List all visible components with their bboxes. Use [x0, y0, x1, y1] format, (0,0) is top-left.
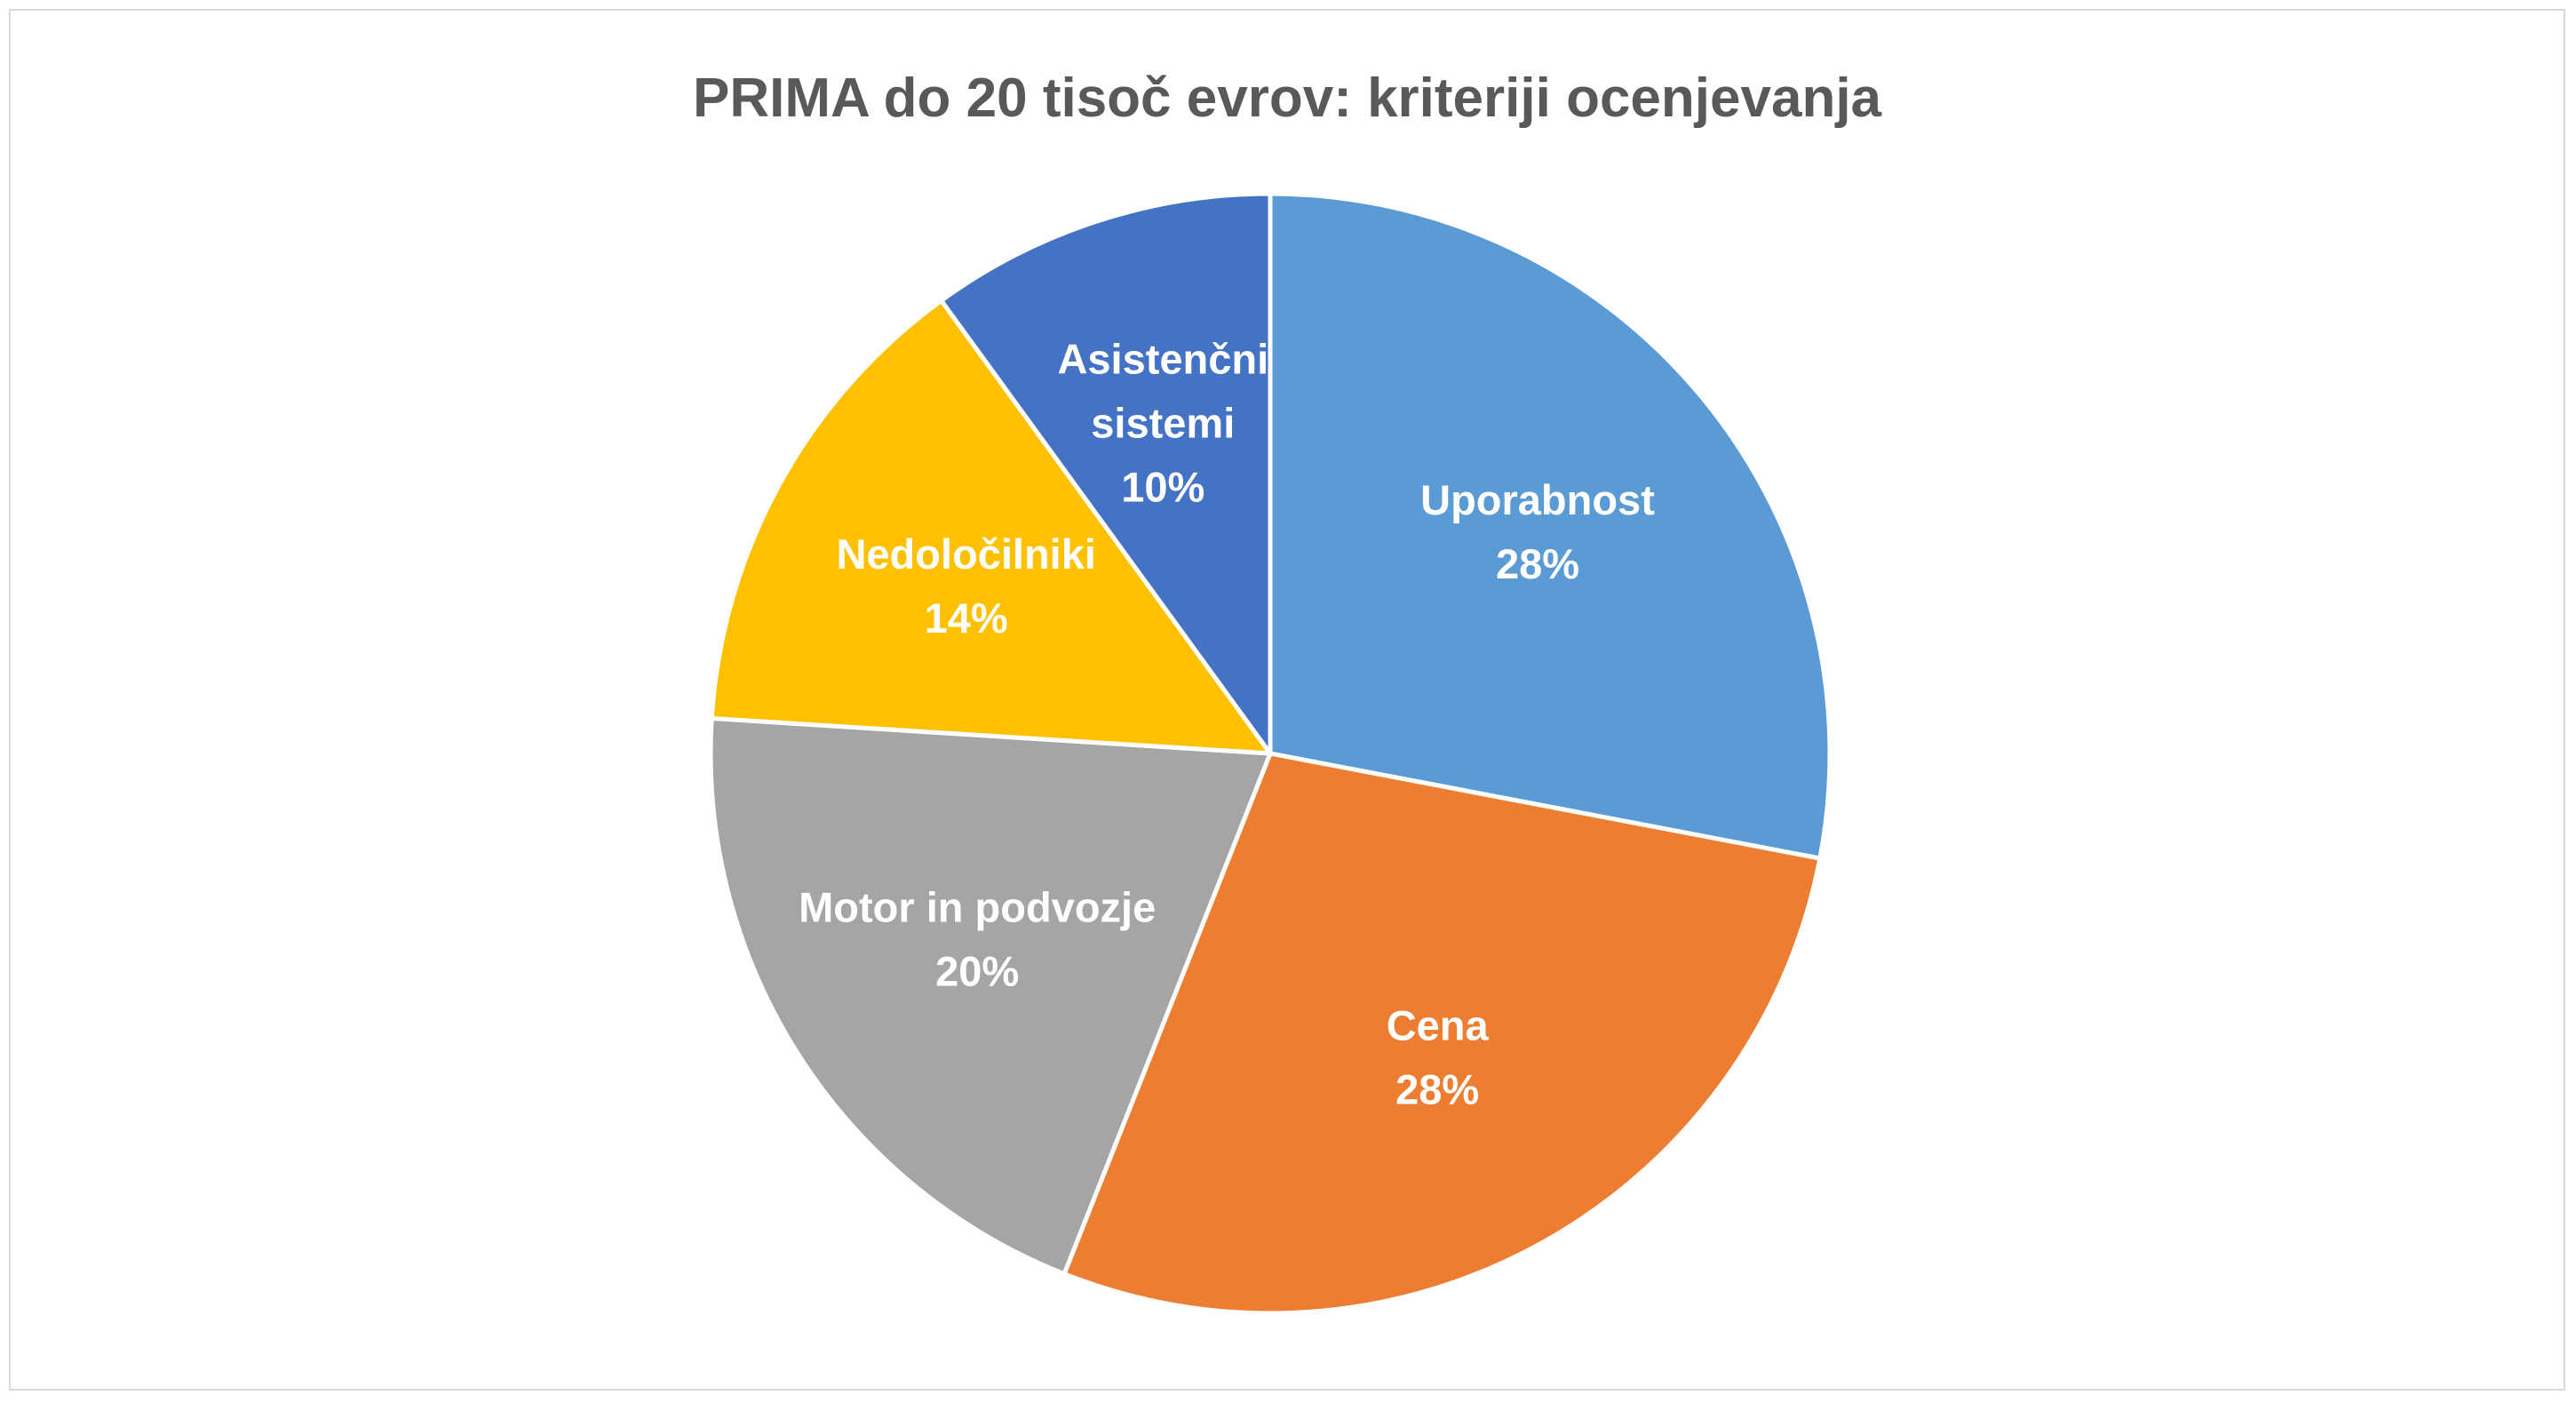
slice-data-label: Motor in podvozje 20% [799, 883, 1156, 994]
pie-slices [708, 191, 1833, 1316]
slice-data-label: Nedoločilniki 14% [836, 530, 1096, 642]
slice-percent-label: 10% [1121, 464, 1205, 511]
slice-percent-label: 14% [925, 594, 1008, 642]
slice-data-label: Asistenčni sistemi 10% [1057, 336, 1268, 511]
pie-labels: Uporabnost 28% Cena 28% Motor in podvozje 20%… [799, 336, 1655, 1113]
slice-category-label: Cena [1387, 1001, 1490, 1048]
pie-slice [939, 191, 1273, 756]
pie-slice [708, 715, 1273, 1277]
slice-category-label: Asistenčni [1057, 336, 1268, 383]
slice-percent-label: 20% [935, 947, 1019, 994]
slice-category-label: sistemi [1091, 400, 1235, 447]
slice-percent-label: 28% [1496, 540, 1579, 587]
slice-category-label: Nedoločilniki [836, 530, 1096, 578]
pie-slice [709, 298, 1273, 756]
pie-slice [1061, 751, 1823, 1316]
slice-data-label: Cena 28% [1387, 1001, 1490, 1112]
slice-category-label: Motor in podvozje [799, 883, 1156, 930]
pie-slice [1268, 191, 1833, 861]
slice-percent-label: 28% [1395, 1065, 1479, 1112]
slice-category-label: Uporabnost [1420, 476, 1655, 523]
chart-title: PRIMA do 20 tisoč evrov: kriteriji ocenj… [692, 68, 1882, 129]
slice-data-label: Uporabnost 28% [1420, 476, 1655, 587]
